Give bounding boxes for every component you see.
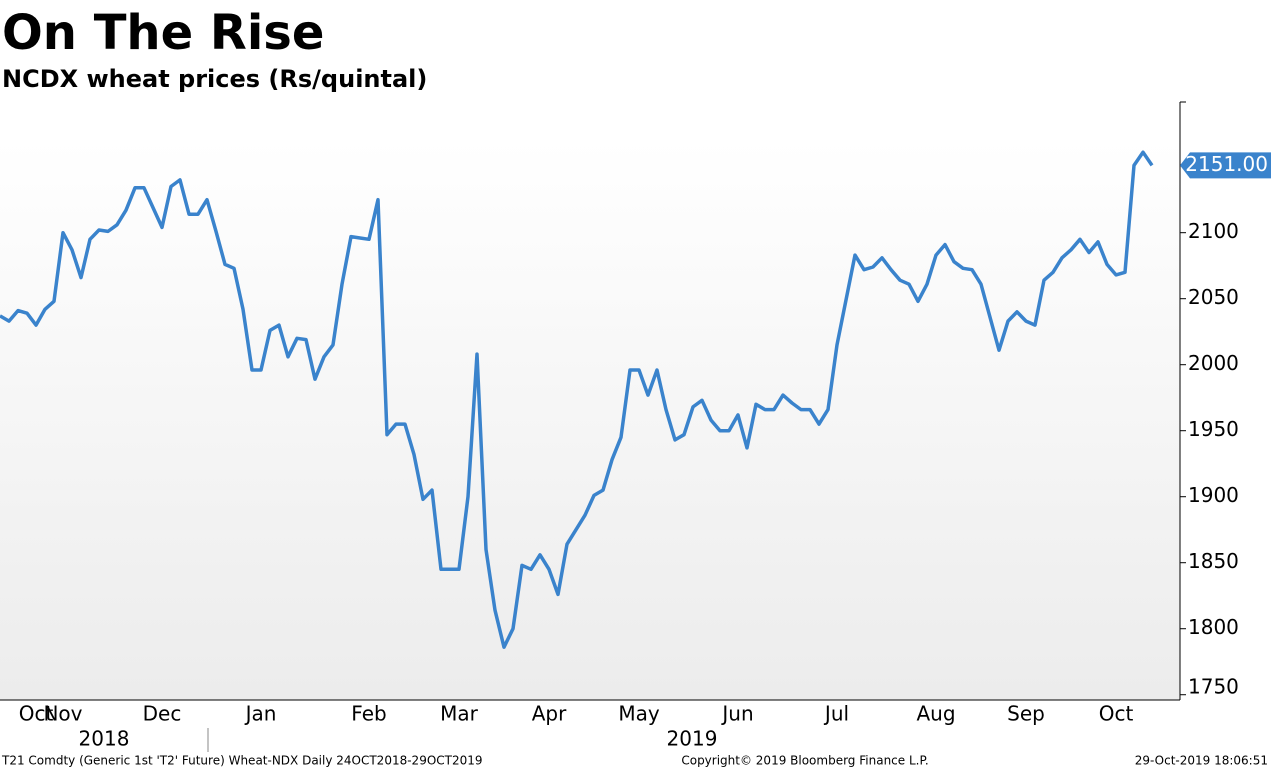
- x-tick-label: Jun: [720, 702, 753, 726]
- footer-copyright: Copyright© 2019 Bloomberg Finance L.P.: [681, 754, 928, 768]
- footer-source: T21 Comdty (Generic 1st 'T2' Future) Whe…: [1, 754, 483, 768]
- y-tick-label: 1850: [1188, 549, 1239, 573]
- x-tick-label: Feb: [351, 702, 386, 726]
- plot-background: [0, 140, 1180, 700]
- x-tick-label: Mar: [440, 702, 479, 726]
- x-tick-label: Jan: [244, 702, 277, 726]
- last-value-box: [1180, 152, 1271, 179]
- y-tick-label: 1950: [1188, 417, 1239, 441]
- price-line: [0, 150, 1154, 649]
- footer-timestamp: 29-Oct-2019 18:06:51: [1135, 754, 1268, 768]
- x-tick-label: Jul: [823, 702, 849, 726]
- y-tick-label: 2100: [1188, 219, 1239, 243]
- year-label: 2019: [667, 727, 718, 751]
- x-tick-label: Dec: [143, 702, 182, 726]
- y-tick-label: 2050: [1188, 285, 1239, 309]
- x-tick-label: Nov: [43, 702, 82, 726]
- last-value-label: 2151.00: [1185, 152, 1268, 176]
- x-tick-label: May: [618, 702, 660, 726]
- year-label: 2018: [79, 727, 130, 751]
- y-tick-label: 1800: [1188, 615, 1239, 639]
- y-tick-label: 1750: [1188, 675, 1239, 699]
- x-tick-label: Oct: [1099, 702, 1134, 726]
- x-tick-label: Apr: [532, 702, 567, 726]
- y-tick-label: 2000: [1188, 351, 1239, 375]
- chart-title: On The Rise: [2, 5, 324, 61]
- x-tick-label: Sep: [1007, 702, 1045, 726]
- chart-subtitle: NCDX wheat prices (Rs/quintal): [2, 65, 427, 93]
- x-tick-label: Aug: [916, 702, 955, 726]
- y-tick-label: 1900: [1188, 483, 1239, 507]
- x-tick-label: Oct: [19, 702, 54, 726]
